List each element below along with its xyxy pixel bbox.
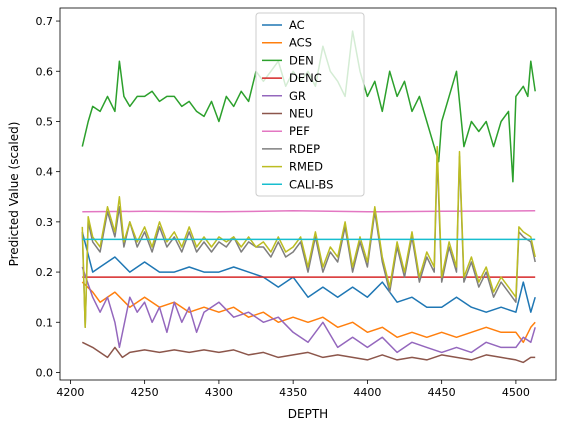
x-tick-label: 4200 bbox=[56, 386, 84, 399]
series-line-pef bbox=[82, 210, 536, 213]
y-tick-label: 0.4 bbox=[36, 166, 54, 179]
y-tick-label: 0.2 bbox=[36, 266, 54, 279]
legend-entry: PEF bbox=[262, 124, 310, 138]
legend-box bbox=[255, 12, 365, 197]
legend-label: AC bbox=[289, 18, 305, 32]
legend-label: DENC bbox=[289, 71, 322, 85]
x-tick-label: 4250 bbox=[131, 386, 159, 399]
x-tick-label: 4300 bbox=[205, 386, 233, 399]
series-line-rmed bbox=[81, 145, 536, 329]
legend-label: GR bbox=[289, 89, 306, 103]
x-axis-ticks: 4200 4250 4300 4350 4400 4450 4500 bbox=[56, 380, 530, 399]
legend-label: DEN bbox=[289, 53, 314, 67]
x-tick-label: 4350 bbox=[279, 386, 307, 399]
legend-entry: RMED bbox=[262, 160, 323, 174]
legend-entry: AC bbox=[262, 18, 305, 32]
series-line-acs bbox=[81, 281, 536, 344]
legend: AC ACS DEN DENC GR NEU PEF RDEP RMED CALI-BS bbox=[255, 12, 365, 197]
y-tick-label: 0.3 bbox=[36, 216, 54, 229]
legend-label: RMED bbox=[289, 160, 323, 174]
y-tick-label: 0.6 bbox=[36, 65, 54, 78]
x-tick-label: 4500 bbox=[502, 386, 530, 399]
legend-entry: CALI-BS bbox=[262, 177, 333, 191]
y-axis-label: Predicted Value (scaled) bbox=[7, 122, 21, 267]
y-tick-label: 0.7 bbox=[36, 15, 54, 28]
legend-entry: NEU bbox=[262, 107, 313, 121]
legend-entry: RDEP bbox=[262, 142, 320, 156]
legend-label: ACS bbox=[289, 36, 312, 50]
legend-entry: DEN bbox=[262, 53, 314, 67]
y-axis-ticks: 0.0 0.1 0.2 0.3 0.4 0.5 0.6 0.7 bbox=[36, 15, 60, 379]
legend-label: NEU bbox=[289, 107, 313, 121]
legend-entry: DENC bbox=[262, 71, 322, 85]
x-tick-label: 4400 bbox=[353, 386, 381, 399]
x-tick-label: 4450 bbox=[428, 386, 456, 399]
y-tick-label: 0.1 bbox=[36, 316, 54, 329]
series-line-ac bbox=[81, 231, 536, 313]
y-tick-label: 0.5 bbox=[36, 115, 54, 128]
plot-lines bbox=[81, 30, 536, 364]
series-line-gr bbox=[81, 266, 536, 354]
legend-entry: GR bbox=[262, 89, 306, 103]
legend-label: PEF bbox=[289, 124, 310, 138]
plot-frame bbox=[59, 7, 557, 381]
y-tick-label: 0.0 bbox=[36, 366, 54, 379]
x-axis-label: DEPTH bbox=[288, 407, 328, 421]
legend-label: RDEP bbox=[289, 142, 320, 156]
legend-label: CALI-BS bbox=[289, 177, 333, 191]
legend-entry: ACS bbox=[262, 36, 312, 50]
series-line-neu bbox=[81, 341, 536, 364]
